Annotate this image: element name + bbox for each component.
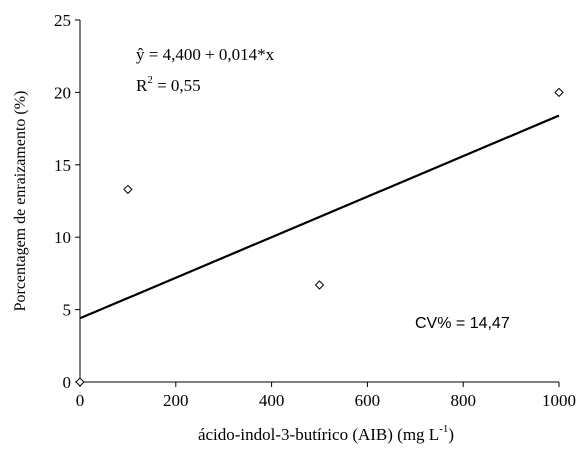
x-tick-label: 0: [76, 391, 85, 410]
x-tick-label: 400: [259, 391, 285, 410]
data-point: [554, 87, 564, 98]
r-squared-superscript: 2: [147, 74, 153, 86]
y-tick-label: 10: [54, 228, 71, 247]
data-point: [75, 377, 85, 387]
x-ticks: 0 200 400 600 800 1000: [76, 382, 576, 410]
x-axis-label: ácido-indol-3-butírico (AIB) (mg L-1): [198, 423, 454, 444]
y-ticks: 0 5 10 15 20 25: [54, 11, 80, 392]
data-point: [123, 184, 133, 195]
cv-annotation: CV% = 14,47: [415, 315, 510, 332]
x-tick-label: 800: [450, 391, 476, 410]
r-squared-annotation: R2 = 0,55: [136, 74, 201, 95]
x-axis-label-main: ácido-indol-3-butírico (AIB) (mg L: [198, 425, 439, 444]
x-axis-label-end: ): [448, 425, 454, 444]
x-axis-label-superscript: -1: [439, 423, 448, 435]
regression-equation: ŷ = 4,400 + 0,014*x: [136, 45, 275, 64]
x-tick-label: 1000: [542, 391, 576, 410]
x-tick-label: 600: [355, 391, 381, 410]
data-points: [75, 87, 564, 387]
y-tick-label: 5: [63, 301, 72, 320]
trendline: [79, 114, 560, 320]
y-axis-label: Porcentagem de enraizamento (%): [12, 91, 29, 312]
r-squared-value: = 0,55: [153, 76, 201, 95]
y-tick-label: 0: [63, 373, 72, 392]
data-point: [314, 280, 325, 290]
y-tick-label: 25: [54, 11, 71, 30]
x-tick-label: 200: [163, 391, 189, 410]
y-tick-label: 15: [54, 156, 71, 175]
r-squared-prefix: R: [136, 76, 148, 95]
y-tick-label: 20: [54, 83, 71, 102]
